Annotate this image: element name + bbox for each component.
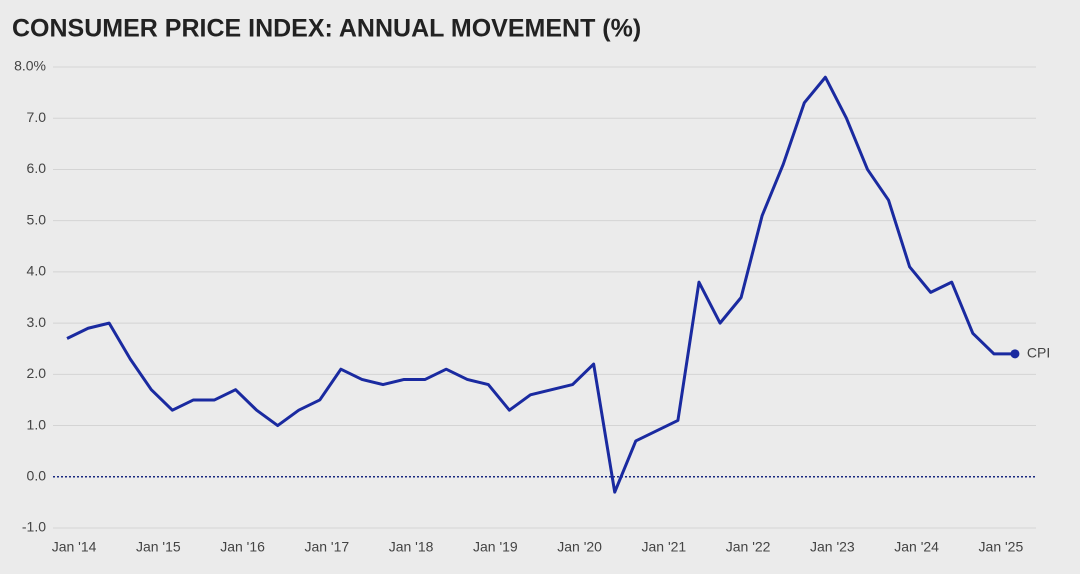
- end-point: [1010, 349, 1020, 359]
- series-label: CPI: [1027, 345, 1050, 361]
- y-tick-label: 4.0: [27, 263, 47, 279]
- y-tick-label: 7.0: [27, 109, 47, 125]
- chart-title: CONSUMER PRICE INDEX: ANNUAL MOVEMENT (%…: [12, 15, 641, 43]
- x-tick-label: Jan '22: [726, 539, 771, 555]
- line-series: [66, 75, 1015, 494]
- y-tick-label: 8.0%: [14, 58, 46, 74]
- x-tick-label: Jan '25: [979, 539, 1024, 555]
- y-tick-label: -1.0: [22, 519, 46, 535]
- x-tick-label: Jan '23: [810, 539, 855, 555]
- x-tick-label: Jan '24: [894, 539, 939, 555]
- x-tick-label: Jan '21: [642, 539, 687, 555]
- x-tick-label: Jan '16: [220, 539, 265, 555]
- x-tick-label: Jan '15: [136, 539, 181, 555]
- x-tick-label: Jan '20: [557, 539, 602, 555]
- y-tick-label: 2.0: [27, 365, 47, 381]
- x-tick-label: Jan '17: [304, 539, 349, 555]
- y-tick-label: 5.0: [27, 211, 47, 227]
- y-tick-label: 0.0: [27, 467, 47, 483]
- y-tick-label: 6.0: [27, 160, 47, 176]
- x-tick-label: Jan '14: [52, 539, 97, 555]
- x-tick-label: Jan '19: [473, 539, 518, 555]
- y-tick-label: 1.0: [27, 416, 47, 432]
- x-tick-label: Jan '18: [389, 539, 434, 555]
- y-tick-label: 3.0: [27, 314, 47, 330]
